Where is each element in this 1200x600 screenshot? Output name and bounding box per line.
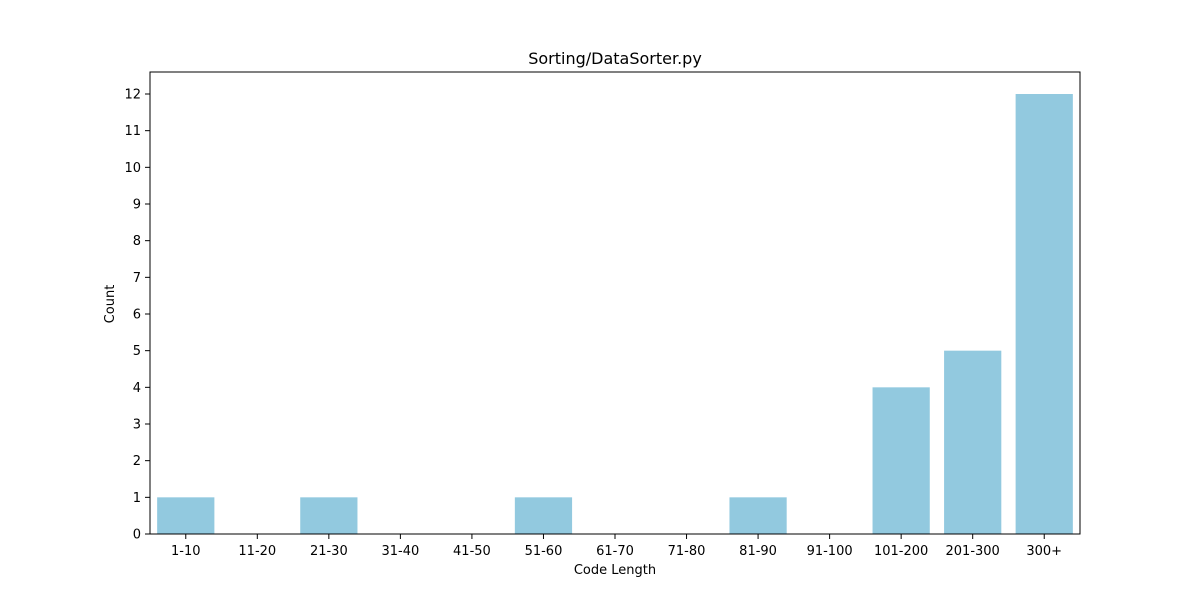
y-tick-label: 2 bbox=[133, 454, 141, 469]
x-tick-label: 300+ bbox=[1026, 544, 1062, 559]
x-tick-label: 21-30 bbox=[310, 544, 348, 559]
y-tick-label: 5 bbox=[133, 344, 141, 359]
bar-101-200 bbox=[872, 387, 930, 534]
bar-201-300 bbox=[944, 350, 1002, 534]
y-tick-label: 3 bbox=[133, 418, 141, 433]
x-tick-label: 11-20 bbox=[238, 544, 276, 559]
x-tick-label: 71-80 bbox=[668, 544, 706, 559]
y-tick-label: 10 bbox=[124, 161, 141, 176]
x-tick-label: 51-60 bbox=[525, 544, 563, 559]
bar-1-10 bbox=[157, 497, 215, 534]
x-tick-label: 101-200 bbox=[874, 544, 928, 559]
bar-51-60 bbox=[514, 497, 573, 534]
x-tick-label: 91-100 bbox=[807, 544, 853, 559]
y-tick-label: 4 bbox=[133, 381, 141, 396]
x-tick-label: 31-40 bbox=[381, 544, 419, 559]
x-tick-label: 81-90 bbox=[739, 544, 777, 559]
x-tick-label: 41-50 bbox=[453, 544, 491, 559]
y-tick-label: 7 bbox=[133, 271, 141, 286]
x-ticks-group: 1-10 11-20 21-30 31-40 41-50 51-60 61-70 71-80 8… bbox=[171, 534, 1062, 559]
chart-title: Sorting/DataSorter.py bbox=[528, 49, 702, 68]
bar-21-30 bbox=[300, 497, 358, 534]
x-axis-label: Code Length bbox=[574, 563, 656, 578]
y-tick-label: 1 bbox=[133, 491, 141, 506]
y-tick-label: 12 bbox=[124, 88, 141, 103]
x-tick-label: 1-10 bbox=[171, 544, 201, 559]
y-tick-label: 8 bbox=[133, 234, 141, 249]
bars-group bbox=[157, 94, 1073, 534]
bar-81-90 bbox=[729, 497, 787, 534]
x-tick-label: 61-70 bbox=[596, 544, 634, 559]
y-axis-label: Count bbox=[103, 285, 118, 324]
y-tick-label: 6 bbox=[133, 308, 141, 323]
y-tick-label: 11 bbox=[124, 124, 141, 139]
y-tick-label: 0 bbox=[133, 528, 141, 543]
x-tick-label: 201-300 bbox=[946, 544, 1000, 559]
plot-frame bbox=[149, 71, 1081, 535]
bar-300+ bbox=[1015, 94, 1073, 534]
y-tick-label: 9 bbox=[133, 198, 141, 213]
